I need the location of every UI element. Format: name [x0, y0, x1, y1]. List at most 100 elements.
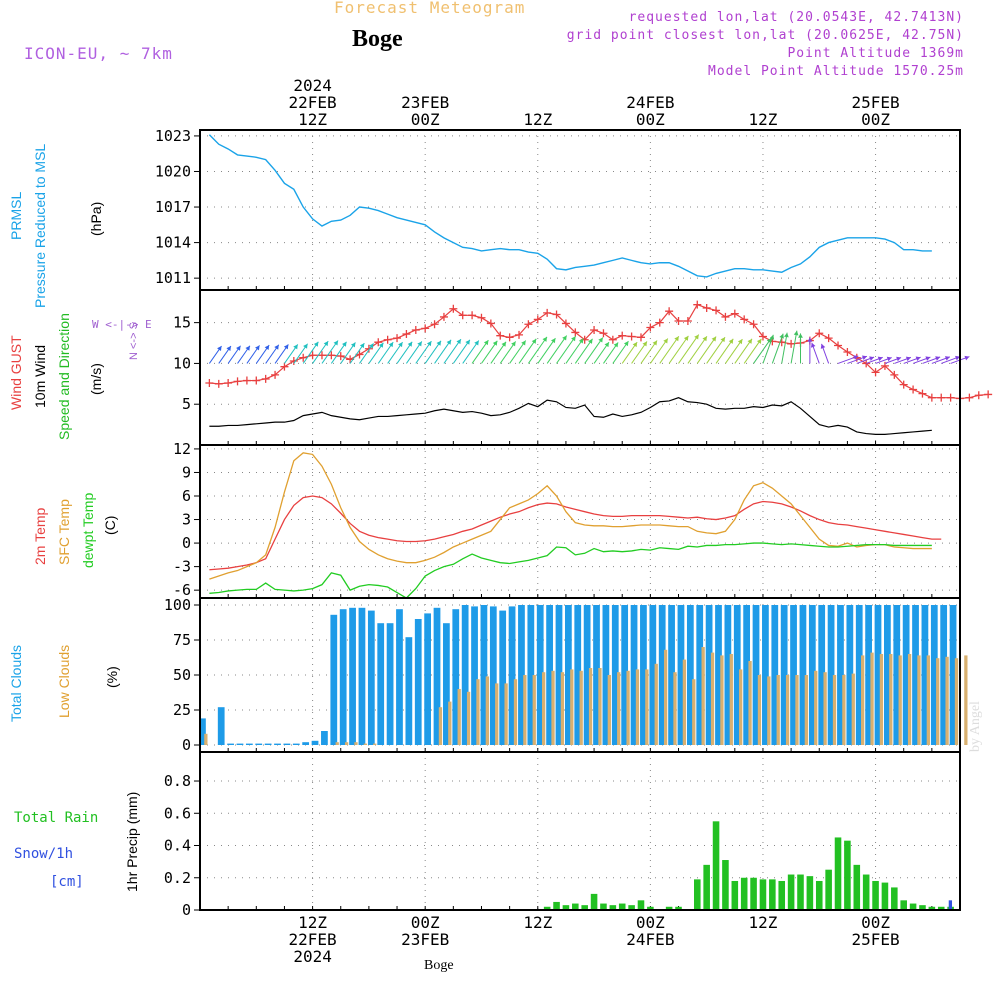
precip-label-c: [cm]: [50, 874, 84, 890]
low-cloud-bar: [692, 679, 696, 745]
wind-arrow: [781, 332, 788, 364]
rain-bar: [572, 903, 579, 910]
y-tick-label: 1020: [155, 162, 191, 180]
rain-bar: [928, 906, 936, 910]
gust-marker: [740, 315, 749, 324]
low-cloud-bar: [579, 670, 583, 745]
gust-marker: [627, 332, 636, 341]
y-tick-label: 0: [182, 736, 191, 754]
y-tick-label: 1011: [155, 269, 191, 287]
low-cloud-bar: [898, 655, 902, 745]
wind-arrowhead: [511, 341, 516, 347]
wind-arrow: [546, 335, 568, 364]
wind-arrow: [330, 341, 347, 364]
gust-marker: [505, 333, 514, 342]
wind-arrowhead: [474, 340, 479, 346]
wind-arrowhead: [436, 340, 442, 346]
gust-marker: [899, 380, 908, 389]
rain-bar: [834, 837, 842, 910]
low-cloud-bar: [635, 669, 640, 745]
low-cloud-bar: [748, 661, 752, 745]
total-cloud-bar: [518, 605, 525, 745]
gust-marker: [280, 362, 289, 371]
wind-arrow: [434, 339, 452, 364]
gust-marker: [289, 356, 298, 365]
low-cloud-bar: [954, 658, 959, 745]
low-cloud-bar: [654, 663, 658, 745]
wind-arrow: [706, 336, 726, 364]
rain-bar: [797, 874, 804, 910]
total-cloud-bar: [461, 605, 469, 745]
total-cloud-bar: [367, 610, 375, 745]
total-cloud-bar: [330, 614, 338, 745]
low-cloud-bar: [917, 655, 921, 745]
total-cloud-bar: [602, 605, 610, 745]
panel-frame: [199, 444, 961, 599]
wind-arrow: [415, 340, 432, 364]
wind-arrowhead: [756, 338, 762, 344]
total-cloud-bar: [818, 605, 826, 745]
total-cloud-bar: [593, 605, 600, 745]
wind-arrow: [518, 338, 537, 364]
wind-arrowhead: [877, 356, 883, 362]
total-cloud-bar: [658, 605, 666, 745]
wind-arrowhead: [925, 356, 931, 361]
gust-marker: [824, 334, 833, 343]
gust-marker: [242, 376, 251, 385]
rain-bar: [778, 880, 786, 910]
y-tick-label: 9: [182, 463, 191, 481]
wind-arrowhead: [798, 333, 803, 338]
total-cloud-bar: [499, 610, 507, 745]
wind-arrowhead: [350, 342, 356, 348]
wind-arrow: [743, 338, 762, 364]
rain-bar: [909, 903, 917, 910]
low-cloud-bar: [485, 676, 489, 745]
gust-marker: [449, 304, 458, 313]
top-time-label: 00Z: [861, 110, 890, 129]
bottom-time-label: 23FEB: [401, 930, 449, 949]
wind-arrowhead: [604, 342, 609, 348]
gust-marker: [965, 393, 974, 402]
low-cloud-bar: [720, 655, 724, 745]
rain-bar: [937, 906, 945, 910]
rain-bar: [647, 906, 654, 910]
total-cloud-bar: [274, 743, 281, 745]
rain-bar: [862, 874, 870, 910]
gust-marker: [205, 379, 214, 387]
total-cloud-bar: [677, 605, 685, 745]
total-cloud-bar: [930, 605, 938, 745]
gust-marker: [224, 379, 233, 387]
wind-arrow: [631, 341, 648, 364]
wind-arrow: [790, 330, 798, 364]
total-cloud-bar: [546, 605, 553, 745]
wind-arrowhead: [313, 341, 319, 347]
total-cloud-bar: [555, 605, 563, 745]
rain-bar: [543, 906, 551, 910]
total-cloud-bar: [349, 607, 356, 745]
wind-arrowhead: [446, 339, 452, 345]
location-title: Boge: [352, 26, 403, 52]
wind-arrow: [302, 341, 319, 364]
snow-bar: [948, 900, 953, 910]
y-tick-label: 1023: [155, 127, 191, 145]
wind-arrowhead: [944, 356, 950, 361]
total-cloud-bar: [433, 607, 441, 745]
low-cloud-bar: [663, 649, 668, 745]
low-cloud-bar: [682, 659, 687, 745]
gust-marker: [252, 376, 261, 385]
wind-arrow: [659, 335, 680, 364]
gust-marker: [843, 348, 852, 356]
y-tick-label: 3: [182, 511, 191, 529]
wind-arrowhead: [293, 344, 298, 350]
rain-bar: [740, 877, 748, 910]
wind-arrowhead: [388, 342, 394, 348]
gust-marker: [918, 389, 927, 398]
total-cloud-bar: [508, 606, 516, 745]
wind-arrowhead: [810, 342, 816, 348]
low-cloud-bar: [617, 672, 621, 745]
low-cloud-bar: [607, 675, 611, 745]
wind-arrowhead: [255, 345, 260, 351]
total-cloud-bar: [846, 605, 854, 745]
total-cloud-bar: [199, 718, 206, 745]
